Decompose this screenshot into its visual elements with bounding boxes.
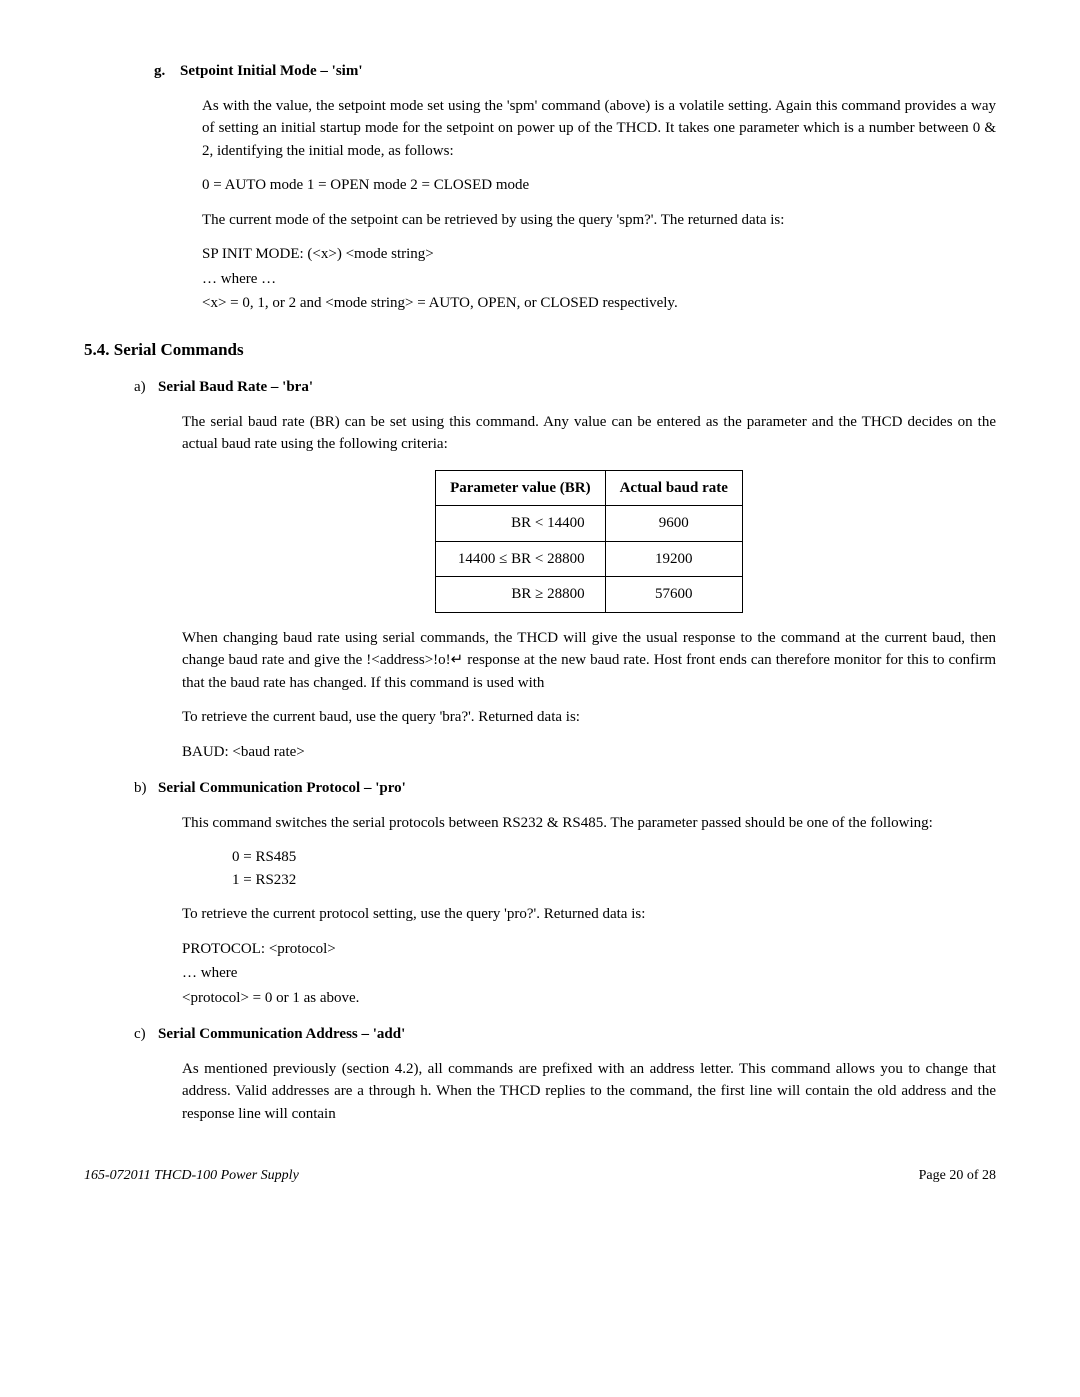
- baud-pv-0: BR < 14400: [436, 506, 606, 542]
- b-p3: PROTOCOL: <protocol>: [182, 938, 996, 961]
- b-p4: … where: [182, 962, 996, 985]
- item-c-heading: c) Serial Communication Address – 'add': [158, 1023, 996, 1046]
- b-p5: <protocol> = 0 or 1 as above.: [182, 987, 996, 1010]
- g-p2: 0 = AUTO mode 1 = OPEN mode 2 = CLOSED m…: [202, 174, 996, 197]
- footer-doc-title: 165-072011 THCD-100 Power Supply: [84, 1165, 299, 1186]
- b-opt2: 1 = RS232: [232, 869, 996, 892]
- b-opt1: 0 = RS485: [232, 846, 996, 869]
- g-p6: <x> = 0, 1, or 2 and <mode string> = AUT…: [202, 292, 996, 315]
- item-b-title: Serial Communication Protocol – 'pro': [158, 780, 406, 796]
- b-p2: To retrieve the current protocol setting…: [182, 903, 996, 926]
- item-c-marker: c): [134, 1023, 146, 1046]
- table-row: BR ≥ 28800 57600: [436, 577, 743, 613]
- baud-pv-2: BR ≥ 28800: [436, 577, 606, 613]
- item-c-title: Serial Communication Address – 'add': [158, 1026, 405, 1042]
- baud-th2: Actual baud rate: [605, 470, 742, 506]
- item-b-heading: b) Serial Communication Protocol – 'pro': [158, 777, 996, 800]
- baud-th1: Parameter value (BR): [436, 470, 606, 506]
- c-p1: As mentioned previously (section 4.2), a…: [182, 1058, 996, 1126]
- item-a-heading: a) Serial Baud Rate – 'bra': [158, 376, 996, 399]
- table-row: BR < 14400 9600: [436, 506, 743, 542]
- item-a-marker: a): [134, 376, 146, 399]
- item-a-title: Serial Baud Rate – 'bra': [158, 379, 313, 395]
- g-p3: The current mode of the setpoint can be …: [202, 209, 996, 232]
- page-footer: 165-072011 THCD-100 Power Supply Page 20…: [84, 1165, 996, 1186]
- a-p4: BAUD: <baud rate>: [182, 741, 996, 764]
- footer-page-number: Page 20 of 28: [919, 1165, 996, 1186]
- baud-table: Parameter value (BR) Actual baud rate BR…: [435, 470, 743, 613]
- item-g-heading: g. Setpoint Initial Mode – 'sim': [180, 60, 996, 83]
- a-p3: To retrieve the current baud, use the qu…: [182, 706, 996, 729]
- baud-pv-1: 14400 ≤ BR < 28800: [436, 541, 606, 577]
- g-p1: As with the value, the setpoint mode set…: [202, 95, 996, 163]
- item-g-marker: g.: [154, 60, 165, 83]
- g-p4: SP INIT MODE: (<x>) <mode string>: [202, 243, 996, 266]
- b-p1: This command switches the serial protoco…: [182, 812, 996, 835]
- section-5-4-heading: 5.4. Serial Commands: [84, 337, 996, 363]
- a-p1: The serial baud rate (BR) can be set usi…: [182, 411, 996, 456]
- baud-ar-2: 57600: [605, 577, 742, 613]
- table-row: 14400 ≤ BR < 28800 19200: [436, 541, 743, 577]
- item-g-title: Setpoint Initial Mode – 'sim': [180, 63, 363, 79]
- baud-ar-1: 19200: [605, 541, 742, 577]
- item-b-marker: b): [134, 777, 147, 800]
- a-p2: When changing baud rate using serial com…: [182, 627, 996, 695]
- g-p5: … where …: [202, 268, 996, 291]
- baud-ar-0: 9600: [605, 506, 742, 542]
